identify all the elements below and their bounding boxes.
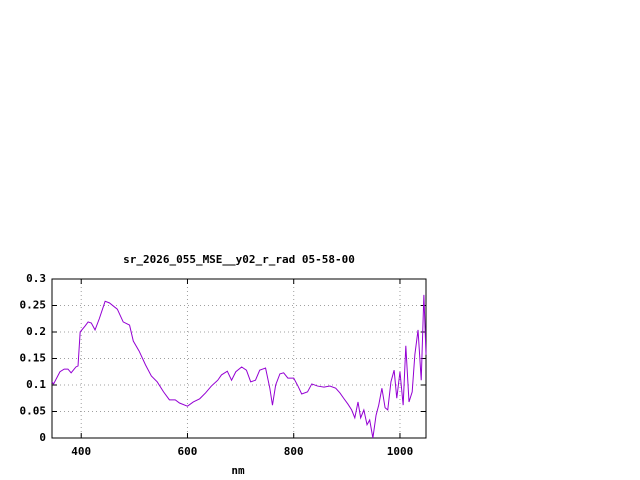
x-tick-label: 800 <box>284 445 304 458</box>
x-tick-label: 400 <box>71 445 91 458</box>
x-tick-label: 1000 <box>387 445 414 458</box>
chart-title: sr_2026_055_MSE__y02_r_rad 05-58-00 <box>123 253 355 266</box>
x-tick-label: 600 <box>178 445 198 458</box>
y-tick-label: 0.1 <box>26 378 46 391</box>
plot-border <box>51 278 427 439</box>
x-axis-label: nm <box>231 464 245 477</box>
data-line <box>51 294 427 439</box>
y-tick-label: 0 <box>39 431 46 444</box>
y-tick-label: 0.2 <box>26 325 46 338</box>
y-tick-label: 0.25 <box>20 299 47 312</box>
y-tick-label: 0.3 <box>26 272 46 285</box>
y-tick-label: 0.05 <box>20 405 47 418</box>
y-tick-label: 0.15 <box>20 352 47 365</box>
